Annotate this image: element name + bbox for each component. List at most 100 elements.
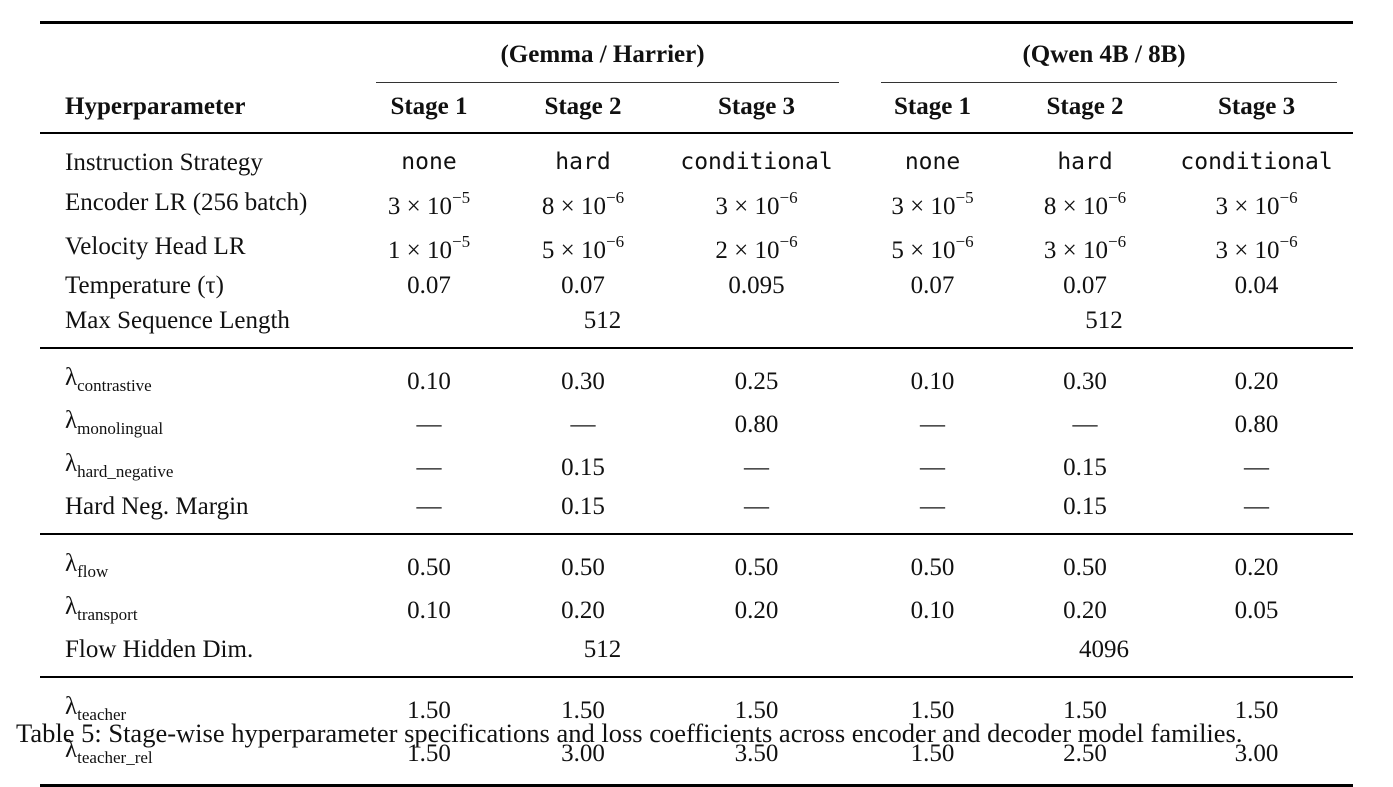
table-caption: Table 5: Stage-wise hyperparameter speci… <box>16 718 1243 748</box>
table-cell: 3 × 10−5 <box>891 188 974 220</box>
table-cell: 3.00 <box>1234 740 1279 767</box>
table-cell: 0.20 <box>561 597 605 624</box>
table-cell: 0.30 <box>1063 368 1107 395</box>
stage-header-row: Hyperparameter Stage 1 Stage 2 Stage 3 S… <box>40 83 1353 133</box>
table-cell: — <box>920 411 946 438</box>
table-cell: 2 × 10−6 <box>715 232 798 264</box>
table-cell: 0.15 <box>561 493 605 520</box>
table-cell: 1.50 <box>407 740 451 767</box>
lambda-symbol: λ <box>65 736 78 763</box>
table-row: Flow Hidden Dim. 512 4096 <box>40 632 1353 677</box>
table-cell: 0.20 <box>1234 554 1279 581</box>
hyperparameter-table-container: (Gemma / Harrier) (Qwen 4B / 8B) Hyperpa… <box>40 21 1354 787</box>
header-hyperparameter: Hyperparameter <box>65 93 246 120</box>
table-cell: conditional <box>1180 149 1333 175</box>
row-label: λtransport <box>65 593 138 624</box>
table-cell: 0.07 <box>561 272 605 299</box>
table-cell: 0.80 <box>1234 411 1279 438</box>
table-cell: 0.80 <box>734 411 779 438</box>
lambda-symbol: λ <box>65 593 78 620</box>
table-row: Temperature (τ) 0.07 0.07 0.095 0.07 0.0… <box>40 268 1353 303</box>
table-cell: 5 × 10−6 <box>541 232 625 264</box>
table-cell: hard <box>555 149 611 175</box>
row-label: λteacher_rel <box>65 736 153 767</box>
row-label: λcontrastive <box>65 364 152 395</box>
table-cell: 0.095 <box>728 272 785 299</box>
table-cell: 0.15 <box>1063 454 1107 481</box>
header-stage: Stage 1 <box>390 93 468 120</box>
table-cell: none <box>401 149 457 175</box>
table-cell: 0.20 <box>1234 368 1279 395</box>
table-cell: — <box>1072 411 1098 438</box>
table-cell: 0.50 <box>1063 554 1107 581</box>
table-cell: 3.00 <box>561 740 605 767</box>
table-cell: 8 × 10−6 <box>1043 188 1127 220</box>
table-cell: — <box>920 493 946 520</box>
row-label: Encoder LR (256 batch) <box>65 188 308 216</box>
table-cell: 1.50 <box>910 740 955 767</box>
table-cell: 1 × 10−5 <box>387 232 471 264</box>
row-label: Temperature (τ) <box>65 272 224 299</box>
table-cell: 0.10 <box>910 368 955 395</box>
header-stage: Stage 3 <box>717 93 796 120</box>
table-cell-spanning: 512 <box>1085 307 1123 334</box>
table-cell: conditional <box>680 149 833 175</box>
row-label: λhard_negative <box>65 450 174 481</box>
row-label: Hard Neg. Margin <box>65 493 249 520</box>
table-cell: 1.50 <box>1063 697 1107 724</box>
row-label: λteacher <box>65 693 127 724</box>
table-cell: 0.07 <box>910 272 955 299</box>
table-cell: 0.50 <box>407 554 451 581</box>
group-header-gemma: (Gemma / Harrier) <box>500 41 705 68</box>
table-cell: hard <box>1057 149 1113 175</box>
table-cell: 0.05 <box>1234 597 1279 624</box>
header-stage: Stage 2 <box>544 93 622 120</box>
table-row: λflow 0.50 0.50 0.50 0.50 0.50 0.20 <box>40 534 1354 589</box>
table-cell: — <box>416 454 442 481</box>
table-row: Instruction Strategy none hard condition… <box>40 133 1354 180</box>
table-cell: 0.25 <box>734 368 779 395</box>
table-cell: — <box>416 493 442 520</box>
table-cell: 0.10 <box>407 597 451 624</box>
table-cell: 3 × 10−6 <box>1215 232 1298 264</box>
table-cell: 0.50 <box>910 554 955 581</box>
group-header-row: (Gemma / Harrier) (Qwen 4B / 8B) <box>40 22 1354 83</box>
table-cell: — <box>570 411 596 438</box>
table-cell: — <box>1244 454 1270 481</box>
table-row: λmonolingual — — 0.80 — — 0.80 <box>40 403 1353 446</box>
group-underline-row <box>40 82 1353 83</box>
table-row: Encoder LR (256 batch) 3 × 10−5 8 × 10−6… <box>40 180 1353 224</box>
table-cell: — <box>920 454 946 481</box>
row-label: Velocity Head LR <box>65 232 246 260</box>
table-cell: 3 × 10−6 <box>1043 232 1127 264</box>
table-row: Hard Neg. Margin — 0.15 — — 0.15 — <box>40 489 1353 534</box>
header-stage: Stage 2 <box>1046 93 1124 120</box>
table-cell: 0.04 <box>1234 272 1279 299</box>
table-row: λcontrastive 0.10 0.30 0.25 0.10 0.30 0.… <box>40 348 1354 403</box>
table-cell: — <box>416 411 442 438</box>
header-stage: Stage 3 <box>1218 93 1296 120</box>
table-cell: 0.07 <box>407 272 451 299</box>
table-row: λteacher 1.50 1.50 1.50 1.50 1.50 1.50 <box>40 677 1354 732</box>
table-cell: 0.30 <box>561 368 605 395</box>
header-stage: Stage 1 <box>893 93 972 120</box>
row-label: Instruction Strategy <box>65 149 263 176</box>
table-cell: 3 × 10−6 <box>715 188 798 220</box>
lambda-symbol: λ <box>65 693 78 720</box>
table-cell: 0.50 <box>561 554 605 581</box>
table-cell: 1.50 <box>561 697 605 724</box>
table-cell: 3 × 10−5 <box>387 188 471 220</box>
table-cell: 0.15 <box>1063 493 1107 520</box>
table-cell: 1.50 <box>1234 697 1279 724</box>
table-cell: 0.10 <box>407 368 451 395</box>
table-cell-spanning: 512 <box>583 307 622 334</box>
table-cell: 0.15 <box>561 454 605 481</box>
table-cell: 0.50 <box>734 554 779 581</box>
table-row: Max Sequence Length 512 512 <box>40 303 1353 348</box>
table-cell: — <box>744 493 770 520</box>
group-cmidrule <box>376 82 840 83</box>
table-cell: 0.20 <box>1063 597 1107 624</box>
table-cell: 0.20 <box>734 597 779 624</box>
table-cell: 3.50 <box>734 740 779 767</box>
table-cell-spanning: 512 <box>583 636 622 663</box>
